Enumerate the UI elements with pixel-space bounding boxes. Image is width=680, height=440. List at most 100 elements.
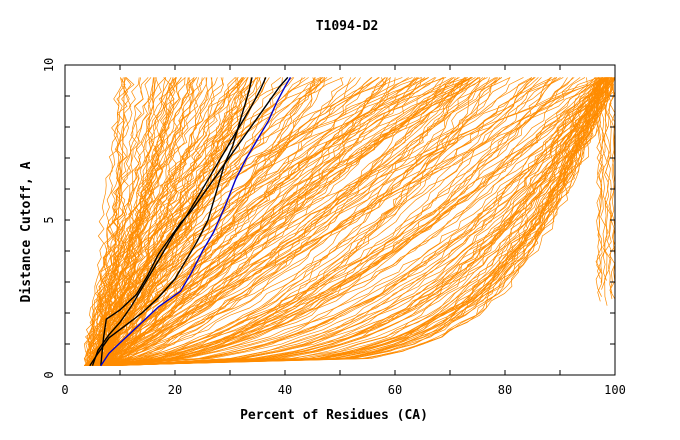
background-series-line <box>90 77 603 367</box>
background-series-line <box>92 77 125 366</box>
background-series-line <box>83 77 218 366</box>
background-series-line <box>105 77 542 367</box>
background-series-line <box>87 77 608 367</box>
background-series-line <box>102 77 600 367</box>
background-series-line <box>89 77 209 366</box>
x-tick-label-80: 80 <box>498 383 512 397</box>
background-series-line <box>110 77 599 367</box>
background-series-line <box>95 77 174 366</box>
background-series-line <box>109 77 608 367</box>
background-series-line <box>608 77 616 300</box>
background-series-line <box>107 77 191 366</box>
background-series-line <box>109 77 295 366</box>
highlight-series-line-1 <box>100 76 289 366</box>
background-series-line <box>100 77 608 367</box>
background-series-line <box>95 77 324 366</box>
background-series-line <box>107 77 270 367</box>
background-series-line <box>98 77 466 367</box>
background-series-line <box>108 77 603 367</box>
background-series-line <box>94 77 601 367</box>
background-series-line <box>108 77 616 367</box>
background-series-line <box>106 77 612 367</box>
background-series-line <box>110 77 208 366</box>
x-tick-label-20: 20 <box>168 383 182 397</box>
background-series-line <box>111 77 486 367</box>
background-series-line <box>94 77 166 366</box>
background-series-line <box>84 77 616 367</box>
background-series-line <box>604 77 612 306</box>
background-series-line <box>595 77 603 297</box>
background-series-line <box>596 77 604 280</box>
background-series-line <box>99 77 616 367</box>
background-series-line <box>101 77 159 366</box>
y-tick-labels: 0 5 10 <box>42 58 56 379</box>
background-series-line <box>106 77 386 367</box>
background-series-line <box>106 77 575 367</box>
background-series-line <box>87 77 326 367</box>
background-series-line <box>111 77 316 366</box>
background-series-line <box>97 77 172 366</box>
background-series-line <box>91 77 467 366</box>
background-series-line <box>83 77 129 366</box>
background-series-line <box>84 77 344 367</box>
background-series-line <box>97 77 323 366</box>
background-series-line <box>100 77 468 367</box>
background-series-line <box>84 77 422 367</box>
background-series-line <box>93 77 476 366</box>
background-series-line <box>89 77 481 367</box>
background-series-line <box>102 77 561 367</box>
background-series-line <box>107 77 246 366</box>
background-series-line <box>100 77 499 367</box>
background-series-line <box>111 77 283 366</box>
background-series-line <box>88 77 611 367</box>
background-series-line <box>99 77 443 367</box>
background-series-line <box>90 77 610 367</box>
background-series-line <box>85 77 447 366</box>
y-tick-label-10: 10 <box>42 58 56 72</box>
background-series-line <box>89 77 536 367</box>
highlight-series-line-2 <box>91 77 267 366</box>
background-series-line <box>605 77 613 294</box>
background-series-line <box>600 77 608 290</box>
x-tick-label-60: 60 <box>388 383 402 397</box>
background-series-line <box>104 77 496 367</box>
background-series-line <box>87 77 403 366</box>
y-tick-label-0: 0 <box>42 371 56 378</box>
highlight-series-line-3 <box>89 77 253 367</box>
background-series-line <box>89 77 612 367</box>
background-series-line <box>109 77 605 367</box>
y-tick-label-5: 5 <box>42 216 56 223</box>
background-series-line <box>95 77 551 367</box>
background-series-line <box>96 77 123 366</box>
background-series-line <box>103 77 177 366</box>
x-tick-label-40: 40 <box>278 383 292 397</box>
background-series-line <box>103 77 135 366</box>
background-series-line <box>95 77 266 366</box>
background-series-line <box>95 77 611 366</box>
background-series-line <box>92 77 472 367</box>
background-series-line <box>111 77 604 367</box>
background-series-line <box>99 77 192 366</box>
x-tick-labels: 0 20 40 60 80 100 <box>61 383 625 397</box>
background-series-line <box>90 77 177 366</box>
background-series-line <box>93 77 555 367</box>
y-axis-label: Distance Cutoff, A <box>19 161 34 302</box>
background-series-group <box>83 77 616 367</box>
background-series-line <box>104 77 480 367</box>
background-series-line <box>102 77 471 367</box>
background-series-line <box>84 77 609 367</box>
highlight-series-line-4 <box>100 77 292 367</box>
x-tick-label-100: 100 <box>604 383 626 397</box>
background-series-line <box>105 77 609 367</box>
background-series-line <box>101 77 558 367</box>
background-series-line <box>106 77 126 366</box>
background-series-line <box>89 77 610 367</box>
background-series-line <box>90 77 612 367</box>
background-series-line <box>110 77 613 367</box>
background-series-line <box>91 77 536 367</box>
background-series-line <box>108 77 419 366</box>
axis-ticks <box>64 64 616 376</box>
background-series-line <box>104 77 535 367</box>
